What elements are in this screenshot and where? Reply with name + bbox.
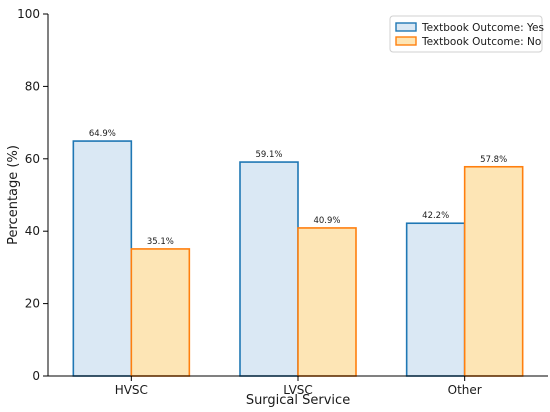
y-tick-label: 20	[25, 297, 40, 311]
legend: Textbook Outcome: Yes Textbook Outcome: N…	[389, 15, 544, 53]
x-axis-title: Surgical Service	[246, 393, 350, 408]
y-tick-label: 0	[32, 369, 40, 383]
legend-frame	[389, 15, 543, 53]
bar-hvsc-series-1	[72, 140, 133, 377]
data-label: 64.9%	[89, 129, 116, 139]
y-tick-label: 80	[25, 79, 40, 93]
x-tick-label: Other	[448, 383, 482, 397]
data-label: 40.9%	[313, 216, 340, 226]
legend-label-series-1: Textbook Outcome: Yes	[421, 22, 544, 34]
plot-area: 64.9% 35.1% 59.1% 40.9% 42.2% 57.8%	[72, 129, 524, 377]
legend-label-series-2: Textbook Outcome: No	[421, 36, 541, 48]
bar-other-series-1	[405, 222, 466, 377]
y-tick-label: 100	[17, 7, 40, 21]
y-axis-title: Percentage (%)	[6, 145, 21, 245]
bar-lvsc-series-2	[297, 227, 357, 377]
data-label: 35.1%	[147, 237, 174, 247]
bar-hvsc-series-2	[130, 248, 191, 377]
bar-other-series-2	[463, 165, 524, 377]
y-tick-label: 40	[25, 224, 40, 238]
legend-swatch-series-1	[395, 22, 417, 32]
data-label: 42.2%	[422, 211, 449, 221]
x-tick-label: HVSC	[115, 383, 148, 397]
data-label: 57.8%	[480, 155, 507, 165]
axes: 0 20 40 60 80 100 HVSC LVSC Other Surgical Servic…	[6, 7, 548, 408]
y-tick-label: 60	[25, 152, 40, 166]
bar-lvsc-series-1	[239, 161, 299, 377]
data-label: 59.1%	[255, 150, 282, 160]
x-tick-label: LVSC	[283, 383, 313, 397]
legend-swatch-series-2	[395, 36, 417, 46]
